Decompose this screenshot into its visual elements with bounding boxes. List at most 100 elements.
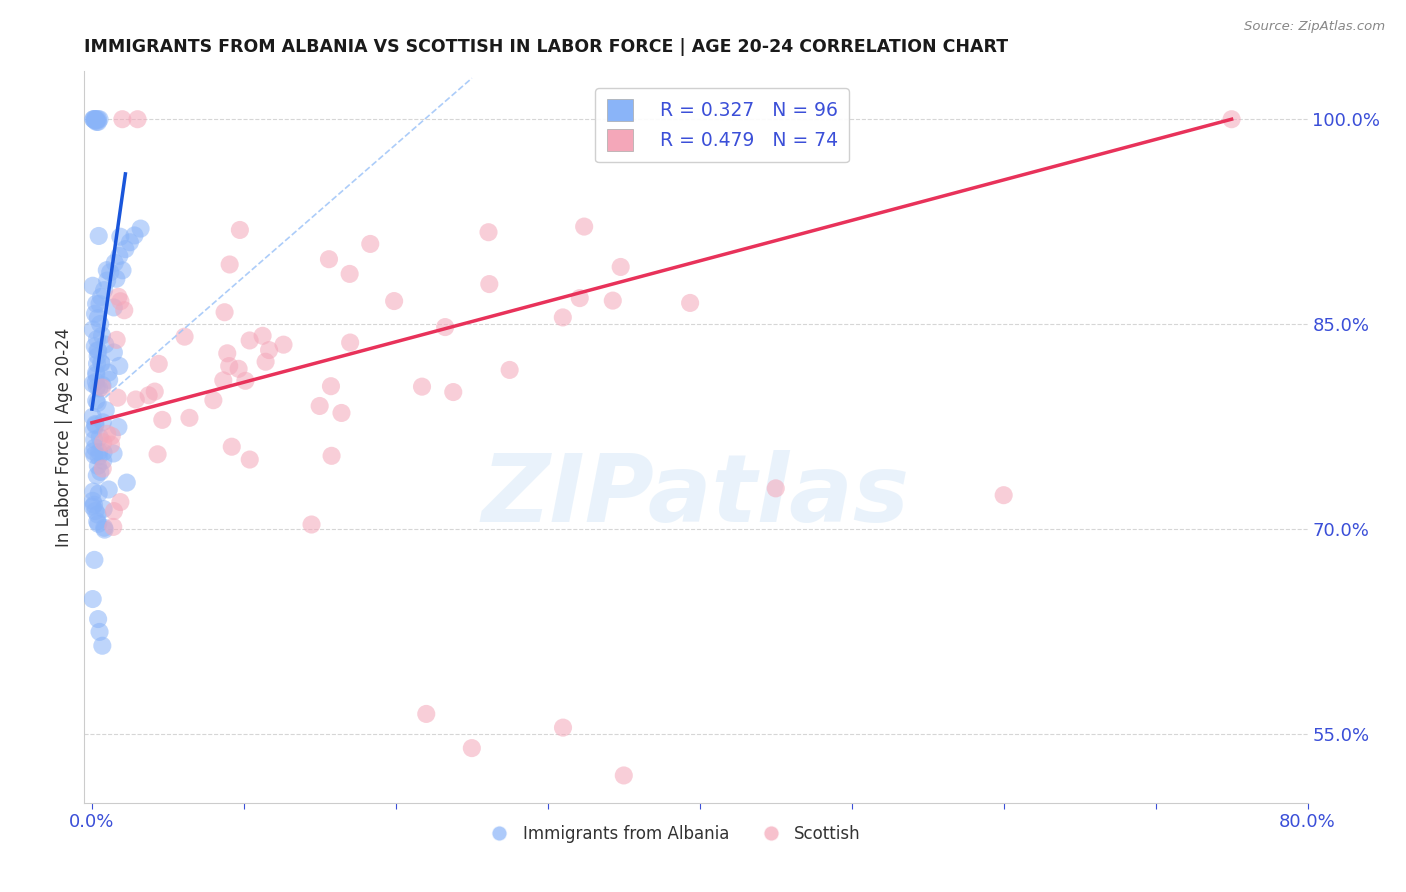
- Point: [252, 328, 274, 343]
- Point: [434, 320, 457, 334]
- Point: [602, 293, 624, 308]
- Point: [330, 406, 353, 420]
- Point: [87, 458, 110, 473]
- Point: [91, 454, 114, 468]
- Point: [98, 265, 121, 279]
- Point: [97, 483, 120, 497]
- Point: [411, 379, 433, 393]
- Point: [257, 343, 280, 357]
- Point: [101, 429, 124, 443]
- Point: [90, 356, 112, 370]
- Point: [107, 391, 129, 405]
- Point: [321, 449, 343, 463]
- Point: [415, 706, 437, 721]
- Point: [105, 272, 128, 286]
- Point: [87, 229, 110, 244]
- Point: [84, 112, 107, 127]
- Point: [118, 235, 141, 250]
- Point: [107, 290, 129, 304]
- Point: [86, 368, 108, 382]
- Point: [86, 349, 108, 363]
- Point: [83, 339, 105, 353]
- Point: [112, 303, 135, 318]
- Point: [993, 488, 1015, 502]
- Point: [107, 420, 129, 434]
- Point: [86, 113, 108, 128]
- Point: [82, 278, 104, 293]
- Point: [173, 329, 195, 343]
- Point: [86, 115, 108, 129]
- Point: [359, 236, 381, 251]
- Point: [91, 378, 114, 392]
- Point: [89, 465, 111, 479]
- Point: [87, 612, 110, 626]
- Point: [84, 296, 107, 310]
- Point: [319, 379, 342, 393]
- Point: [84, 307, 107, 321]
- Point: [86, 380, 108, 394]
- Point: [82, 444, 104, 458]
- Point: [93, 523, 115, 537]
- Point: [96, 426, 118, 441]
- Point: [82, 592, 104, 607]
- Point: [84, 375, 107, 389]
- Point: [89, 297, 111, 311]
- Point: [148, 357, 170, 371]
- Point: [82, 112, 104, 127]
- Point: [229, 223, 252, 237]
- Point: [96, 263, 118, 277]
- Point: [441, 385, 464, 400]
- Point: [87, 450, 110, 464]
- Point: [86, 515, 108, 529]
- Y-axis label: In Labor Force | Age 20-24: In Labor Force | Age 20-24: [55, 327, 73, 547]
- Point: [87, 311, 110, 326]
- Point: [551, 721, 574, 735]
- Point: [84, 393, 107, 408]
- Point: [90, 357, 112, 371]
- Point: [94, 337, 117, 351]
- Point: [93, 445, 115, 459]
- Point: [103, 301, 125, 315]
- Point: [91, 461, 114, 475]
- Point: [572, 219, 595, 234]
- Point: [103, 504, 125, 518]
- Point: [97, 366, 120, 380]
- Point: [124, 228, 146, 243]
- Point: [239, 452, 262, 467]
- Point: [218, 359, 240, 373]
- Point: [143, 384, 166, 399]
- Point: [83, 423, 105, 437]
- Point: [82, 493, 104, 508]
- Point: [104, 256, 127, 270]
- Point: [84, 504, 107, 518]
- Point: [202, 393, 225, 408]
- Point: [84, 366, 107, 380]
- Text: ZIPatlas: ZIPatlas: [482, 450, 910, 541]
- Point: [98, 373, 121, 387]
- Point: [91, 435, 114, 450]
- Point: [478, 277, 501, 291]
- Text: Source: ZipAtlas.com: Source: ZipAtlas.com: [1244, 20, 1385, 33]
- Point: [111, 112, 134, 127]
- Point: [477, 225, 499, 239]
- Point: [93, 521, 115, 535]
- Point: [87, 486, 110, 500]
- Point: [84, 112, 107, 127]
- Point: [86, 468, 108, 483]
- Point: [214, 305, 236, 319]
- Point: [273, 337, 295, 351]
- Point: [108, 249, 131, 263]
- Point: [339, 335, 361, 350]
- Point: [308, 399, 330, 413]
- Point: [212, 373, 235, 387]
- Point: [228, 361, 250, 376]
- Point: [613, 768, 636, 782]
- Point: [87, 516, 110, 531]
- Point: [82, 500, 104, 514]
- Point: [125, 392, 148, 407]
- Point: [103, 520, 125, 534]
- Point: [382, 294, 405, 309]
- Point: [110, 495, 132, 509]
- Point: [110, 294, 132, 309]
- Point: [93, 502, 115, 516]
